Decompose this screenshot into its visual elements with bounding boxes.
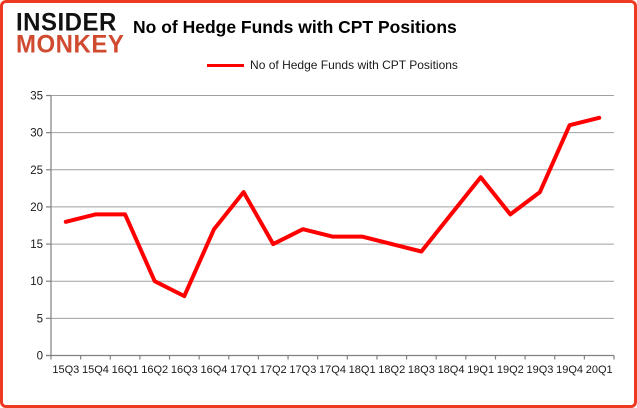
- x-axis-label: 15Q4: [82, 364, 109, 376]
- x-axis-label: 16Q1: [112, 364, 139, 376]
- x-axis-label: 17Q1: [230, 364, 257, 376]
- y-axis-label: 20: [30, 202, 43, 214]
- x-axis-label: 18Q2: [378, 364, 405, 376]
- legend-label: No of Hedge Funds with CPT Positions: [250, 58, 458, 72]
- y-axis-label: 0: [37, 351, 43, 363]
- y-axis-label: 25: [30, 165, 43, 177]
- x-axis-label: 18Q4: [438, 364, 465, 376]
- x-axis-label: 19Q2: [497, 364, 524, 376]
- insider-monkey-logo: INSIDER MONKEY: [16, 8, 125, 59]
- x-axis-label: 20Q1: [586, 364, 613, 376]
- logo-line-monkey: MONKEY: [16, 30, 125, 59]
- x-axis-label: 18Q3: [408, 364, 435, 376]
- x-axis-label: 19Q3: [526, 364, 553, 376]
- x-axis-label: 19Q4: [556, 364, 583, 376]
- y-axis-label: 5: [37, 313, 43, 325]
- x-axis-label: 15Q3: [52, 364, 79, 376]
- x-axis-label: 17Q4: [319, 364, 346, 376]
- x-axis-label: 19Q1: [467, 364, 494, 376]
- series-line: [63, 115, 602, 299]
- y-axis-label: 15: [30, 239, 43, 251]
- y-axis-label: 30: [30, 128, 43, 140]
- chart-title: No of Hedge Funds with CPT Positions: [133, 17, 457, 37]
- x-axis-label: 16Q3: [171, 364, 198, 376]
- y-axis-label: 10: [30, 276, 43, 288]
- legend-line-swatch: [207, 63, 245, 67]
- x-axis-label: 17Q2: [260, 364, 287, 376]
- y-axis-label: 35: [30, 91, 43, 103]
- x-axis-label: 16Q2: [141, 364, 168, 376]
- legend: No of Hedge Funds with CPT Positions: [51, 57, 614, 73]
- x-axis-label: 18Q1: [349, 364, 376, 376]
- logo-line-insider: INSIDER: [16, 8, 117, 37]
- x-axis-label: 16Q4: [201, 364, 228, 376]
- x-axis-label: 17Q3: [289, 364, 316, 376]
